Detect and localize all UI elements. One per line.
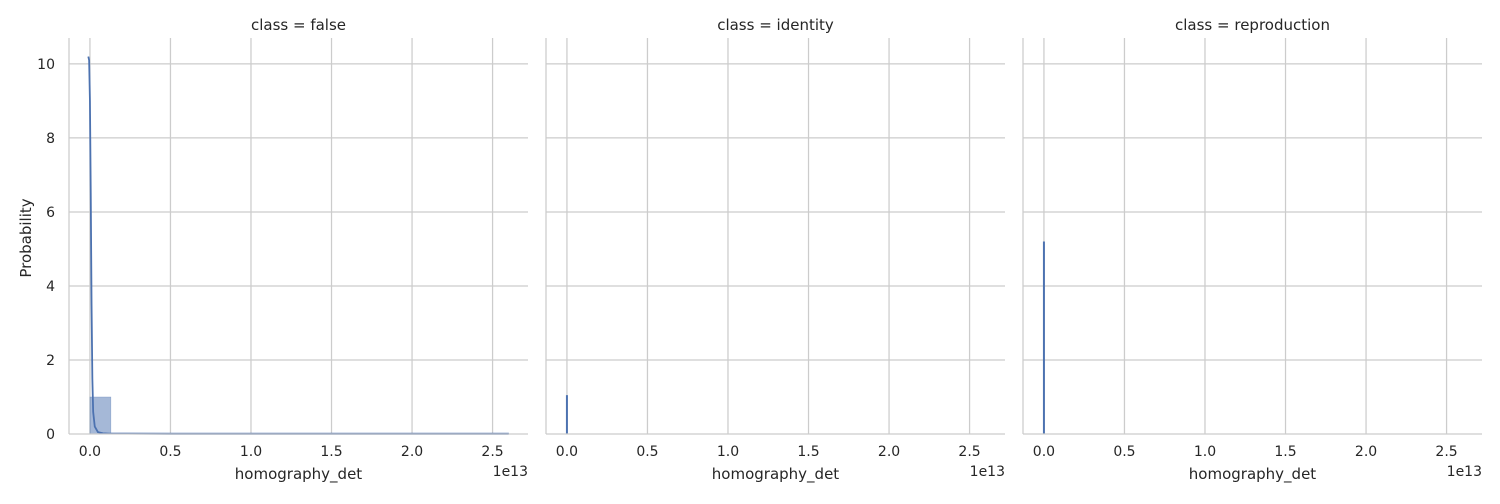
x-tick-label: 1.5 bbox=[320, 444, 342, 460]
y-tick-label: 2 bbox=[46, 353, 55, 369]
y-axis-label: Probability bbox=[17, 198, 35, 277]
x-tick-label: 2.5 bbox=[1435, 444, 1457, 460]
x-tick-label: 2.0 bbox=[401, 444, 423, 460]
facet-panel-2: class = identity 0.0 0.5 1.0 1.5 2.0 2.5 homogr… bbox=[545, 16, 1005, 484]
facet-panel-3: class = reproduction 0.0 0.5 1.0 1.5 2.0 2.5 ho… bbox=[1022, 16, 1482, 484]
y-tick-label: 8 bbox=[46, 131, 55, 147]
x-tick-label: 2.5 bbox=[481, 444, 503, 460]
x-tick-label: 2.0 bbox=[878, 444, 900, 460]
x-tick-label: 0.5 bbox=[159, 444, 181, 460]
y-tick-label: 4 bbox=[46, 279, 55, 295]
x-axis-label: homography_det bbox=[1189, 465, 1317, 484]
panel-title: class = false bbox=[251, 16, 346, 34]
x-tick-label: 1.5 bbox=[797, 444, 819, 460]
y-tick-label: 0 bbox=[46, 427, 55, 443]
x-tick-label: 1.5 bbox=[1274, 444, 1296, 460]
x-tick-label: 1.0 bbox=[717, 444, 739, 460]
x-tick-label: 0.0 bbox=[79, 444, 101, 460]
x-offset-label: 1e13 bbox=[970, 464, 1005, 480]
x-tick-label: 2.5 bbox=[958, 444, 980, 460]
facet-panel-1: class = false 0.0 0.5 1.0 1.5 2.0 2.5 homograph… bbox=[37, 16, 528, 484]
x-axis-label: homography_det bbox=[712, 465, 840, 484]
x-tick-label: 1.0 bbox=[240, 444, 262, 460]
panel-title: class = reproduction bbox=[1175, 16, 1330, 34]
x-tick-label: 0.5 bbox=[1113, 444, 1135, 460]
x-tick-label: 0.0 bbox=[1033, 444, 1055, 460]
kde-line bbox=[87, 56, 509, 435]
y-tick-label: 6 bbox=[46, 205, 55, 221]
y-tick-label: 10 bbox=[37, 57, 55, 73]
x-offset-label: 1e13 bbox=[1447, 464, 1482, 480]
x-tick-label: 0.0 bbox=[556, 444, 578, 460]
x-axis-label: homography_det bbox=[235, 465, 363, 484]
x-offset-label: 1e13 bbox=[493, 464, 528, 480]
x-tick-label: 0.5 bbox=[636, 444, 658, 460]
panel-title: class = identity bbox=[717, 16, 834, 34]
x-tick-label: 1.0 bbox=[1194, 444, 1216, 460]
x-tick-label: 2.0 bbox=[1355, 444, 1377, 460]
